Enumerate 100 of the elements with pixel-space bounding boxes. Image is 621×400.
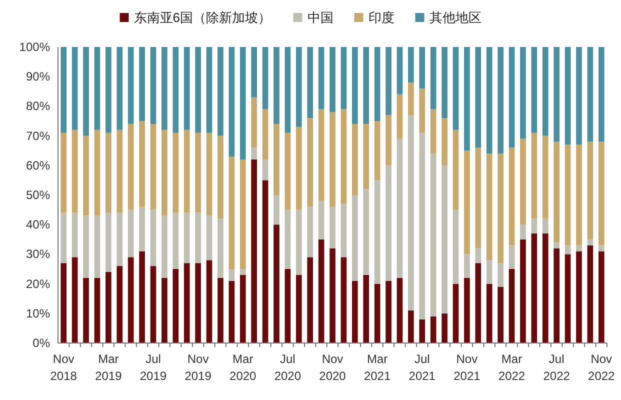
bar [240,159,246,269]
x-tick-label: Nov 2022 [588,352,616,383]
bar [464,254,470,278]
x-tick-label: Nov 2018 [50,352,78,383]
bar [284,210,291,269]
bar [116,212,123,266]
bar [318,200,324,240]
legend-label: 中国 [307,10,334,25]
bar [307,257,314,343]
bar [206,132,212,216]
bar [352,47,358,124]
bar [128,124,134,210]
bar [520,239,526,343]
bar [531,132,538,219]
y-tick-label: 70% [26,128,50,143]
x-tick-label: Nov 2020 [319,352,346,383]
bar [116,130,123,213]
bar [554,47,560,142]
bar [542,136,548,219]
bar [83,278,89,343]
bar [318,109,324,201]
bar [452,284,459,343]
bar [240,274,246,343]
bar [195,263,201,343]
bar [274,224,280,343]
bar [172,47,179,133]
bar [531,233,538,343]
y-tick-label: 90% [26,70,50,84]
bar [452,47,459,130]
bar [251,159,257,343]
bar [520,224,526,240]
bar [408,310,414,343]
bar [60,263,67,343]
bar [542,218,548,234]
legend-label: 印度 [368,10,394,25]
bar [206,47,212,133]
bar [162,130,168,216]
x-tick-label: Nov 2019 [184,352,212,383]
bar [576,245,582,252]
bar [408,82,414,116]
bar [150,47,156,124]
bar [139,121,145,207]
bar [587,47,594,142]
bar [218,47,224,136]
bar [60,212,67,264]
x-tick-label: Jul 2020 [274,352,302,383]
bar [94,278,100,343]
bar [106,132,112,213]
bar [274,47,280,124]
bar [452,210,459,284]
bar [240,47,246,160]
bar [564,47,571,145]
bar [598,245,604,252]
bar [72,47,78,130]
bar [307,118,314,207]
bar [374,121,380,180]
bar [206,216,212,260]
bar [508,245,515,269]
bar [475,148,482,248]
bar [430,154,436,316]
bar [396,138,403,278]
x-tick-label: Jul 2021 [408,352,436,383]
x-tick-label: Mar 2022 [498,352,526,383]
bar [554,142,560,242]
bar [139,206,145,252]
bar [184,263,190,343]
bar [386,165,392,281]
bar [150,124,156,210]
bar [386,115,392,166]
bar [106,272,112,343]
y-tick-label: 30% [26,247,50,262]
bar [60,132,67,213]
y-tick-label: 60% [26,158,50,172]
bar [128,257,134,343]
bar [430,316,436,343]
bar [296,210,302,275]
bar [419,88,426,133]
bar [330,47,336,112]
y-tick-label: 0% [32,336,50,350]
bar [598,142,604,246]
bar [475,263,482,343]
bar [352,195,358,281]
x-tick-label: Mar 2021 [364,352,391,383]
bar [307,206,314,258]
bar [352,124,358,195]
bar [486,47,492,154]
bar [150,210,156,266]
bar [464,278,470,343]
bar [498,47,504,154]
bar [184,212,190,264]
bar [464,47,470,151]
bar [139,251,145,343]
bar [498,286,504,343]
bar [195,47,201,133]
bar [94,47,100,130]
bar [531,218,538,234]
bar [396,47,403,94]
bar [363,124,370,190]
bar [564,254,571,343]
bar [419,47,426,88]
